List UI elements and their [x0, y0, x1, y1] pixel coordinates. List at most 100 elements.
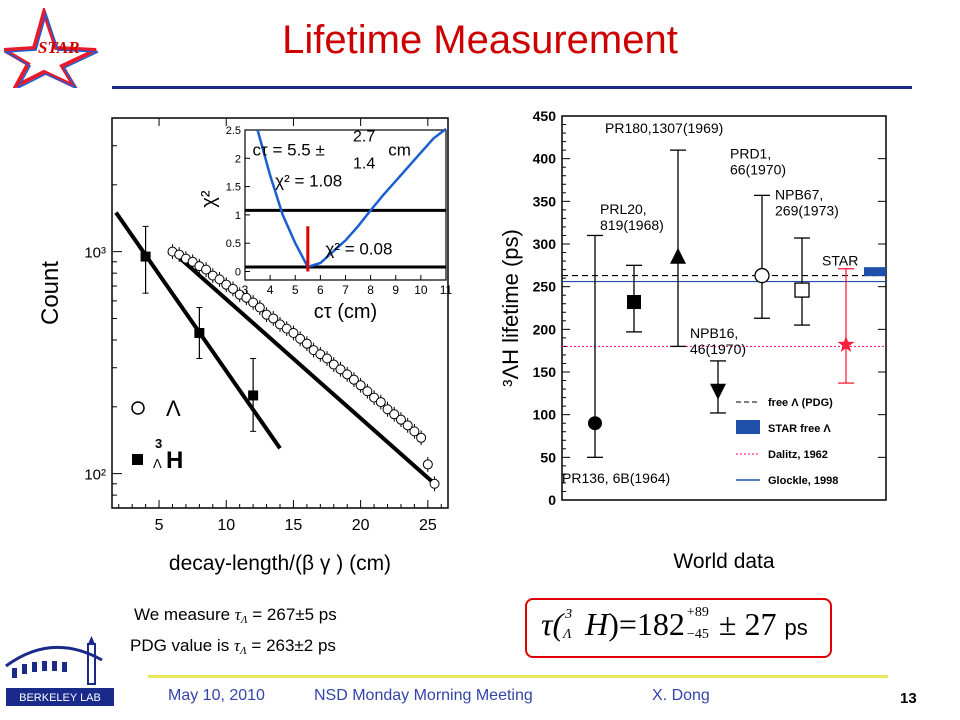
- lambda-point: [227, 283, 238, 294]
- hypertriton-point: [248, 390, 259, 401]
- world-point-marker: [627, 295, 641, 310]
- world-point-label: PR180,1307(1969): [605, 120, 723, 136]
- we-measure-text: We measure τΛ = 267±5 ps: [134, 605, 337, 626]
- inset-x-label: cτ (cm): [314, 301, 377, 323]
- inset-x-tick-label: 9: [392, 283, 399, 297]
- lambda-point: [342, 369, 353, 380]
- lambda-point: [241, 292, 252, 303]
- lambda-point: [301, 338, 312, 349]
- inset-x-tick-label: 10: [414, 283, 428, 297]
- lambda-point: [402, 420, 413, 431]
- hypertriton-point: [194, 328, 205, 339]
- world-data-chart: 0 50 100 150 200 250 300 350 400 450 ³ΛH lifetime …: [500, 108, 887, 573]
- result-nucleus: H: [585, 606, 609, 642]
- world-point-label: 819(1968): [600, 217, 664, 233]
- star-logo-icon: [4, 8, 99, 88]
- right-y-axis-label: ³ΛH lifetime (ps): [500, 229, 523, 387]
- lambda-point: [422, 459, 433, 470]
- x-tick-label: 10: [217, 517, 235, 534]
- legend-star-free-swatch: [736, 420, 760, 434]
- inset-y-tick-label: 1.5: [226, 182, 241, 194]
- result-mass-number: 3: [565, 607, 573, 622]
- result-unit: ps: [784, 615, 808, 640]
- slide-number: 13: [900, 690, 917, 707]
- legend-hypertriton-label: H: [166, 447, 183, 474]
- right-y-tick-label: 300: [533, 236, 557, 252]
- lambda-point: [268, 313, 279, 324]
- lambda-point: [416, 432, 427, 443]
- lambda-point: [254, 302, 265, 313]
- lambda-point: [389, 409, 400, 420]
- inset-x-tick-label: 4: [267, 283, 274, 297]
- we-measure-prefix: We measure: [134, 605, 231, 624]
- y-tick-label: 10³: [84, 245, 106, 262]
- lambda-point: [201, 264, 212, 275]
- inset-x-tick-label: 3: [242, 283, 249, 297]
- inset-ctau-annotation: cτ = 5.5 ±: [253, 140, 325, 159]
- world-point-label: PRL20,: [600, 201, 647, 217]
- berkeley-lab-logo-icon: BERKELEY LAB: [5, 636, 114, 706]
- hypertriton-point: [140, 251, 151, 262]
- inset-ctau-unit: cm: [388, 140, 411, 159]
- result-err-plus: +89: [686, 605, 709, 620]
- lambda-point: [429, 478, 440, 489]
- world-point-marker: [670, 247, 686, 264]
- legend-pdg-label: free Λ (PDG): [768, 397, 833, 409]
- world-point-label: 66(1970): [730, 162, 786, 178]
- world-point-marker: [710, 383, 726, 400]
- world-point-label: PRD1,: [730, 146, 771, 162]
- inset-ctau-minus: 1.4: [353, 155, 375, 172]
- inset-y-tick-label: 2: [235, 153, 241, 165]
- lambda-point: [348, 374, 359, 385]
- legend-hypertriton-marker: [132, 454, 143, 465]
- title-divider: [112, 86, 912, 89]
- legend-lambda-label: Λ: [166, 396, 181, 421]
- right-y-tick-label: 400: [533, 151, 557, 167]
- inset-y-tick-label: 2.5: [226, 125, 241, 137]
- lambda-point: [362, 386, 373, 397]
- inset-x-tick-label: 6: [317, 283, 324, 297]
- result-lambda: Λ: [563, 627, 572, 642]
- world-point-label: 46(1970): [690, 341, 746, 357]
- footer-divider: [148, 675, 888, 678]
- legend-hypertriton-sup: 3: [155, 436, 162, 451]
- tau-symbol: τ: [234, 605, 241, 624]
- footer-meeting: NSD Monday Morning Meeting: [314, 687, 533, 704]
- inset-chi2-annotation-1: χ² = 1.08: [275, 172, 342, 191]
- x-tick-label: 15: [285, 517, 303, 534]
- world-point-label: PR136, 6B(1964): [562, 470, 670, 486]
- result-err-minus: −45: [686, 627, 709, 642]
- footer-author: X. Dong: [652, 687, 710, 704]
- y-tick-label: 10²: [84, 467, 106, 484]
- right-y-tick-label: 50: [540, 449, 556, 465]
- world-point-label: 269(1973): [775, 203, 839, 219]
- lambda-point: [295, 333, 306, 344]
- inset-x-tick-label: 8: [367, 283, 374, 297]
- result-box: τ( 3 Λ H)=182 +89 −45 ± 27 ps: [525, 598, 832, 658]
- lambda-point: [248, 297, 259, 308]
- lambda-point: [288, 328, 299, 339]
- inset-y-tick-label: 1: [235, 210, 241, 222]
- world-point-label: NPB67,: [775, 187, 823, 203]
- result-lhs: τ(: [541, 606, 564, 642]
- footer-date: May 10, 2010: [168, 687, 265, 704]
- right-y-tick-label: 100: [533, 407, 557, 423]
- pdg-prefix: PDG value is: [130, 636, 230, 655]
- inset-y-tick-label: 0.5: [226, 238, 241, 250]
- world-point-label: STAR: [822, 252, 858, 268]
- right-y-tick-label: 200: [533, 321, 557, 337]
- legend-dalitz-label: Dalitz, 1962: [768, 449, 828, 461]
- right-y-tick-label: 150: [533, 364, 557, 380]
- lambda-point: [322, 353, 333, 364]
- inset-x-tick-label: 11: [440, 283, 453, 297]
- result-syst: ± 27: [718, 606, 777, 642]
- inset-chi2-annotation-2: χ² = 0.08: [325, 240, 392, 259]
- lambda-point: [375, 397, 386, 408]
- legend-star-free-label: STAR free Λ: [768, 423, 831, 435]
- lambda-point: [214, 274, 225, 285]
- world-point-marker: [588, 416, 602, 431]
- we-measure-value: = 267±5 ps: [252, 605, 337, 624]
- x-tick-label: 5: [155, 517, 164, 534]
- inset-x-tick-label: 7: [342, 283, 349, 297]
- lambda-subscript-2: Λ: [240, 645, 247, 657]
